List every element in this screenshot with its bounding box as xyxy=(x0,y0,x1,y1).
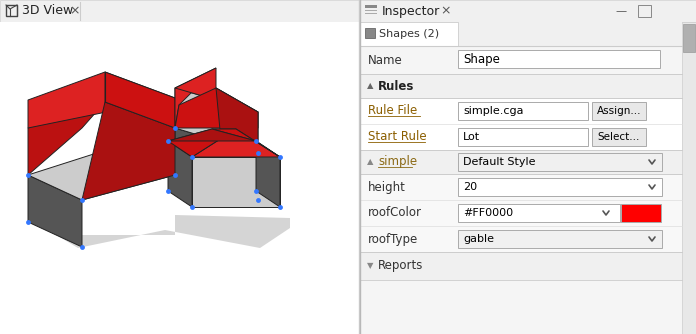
Text: simple: simple xyxy=(378,156,417,168)
Bar xyxy=(458,230,662,248)
Polygon shape xyxy=(175,68,216,128)
Polygon shape xyxy=(28,72,175,128)
Polygon shape xyxy=(212,129,280,157)
Bar xyxy=(360,252,682,280)
Bar xyxy=(365,10,377,11)
Bar xyxy=(638,5,651,17)
Text: ▲: ▲ xyxy=(367,81,374,91)
Bar xyxy=(360,226,682,252)
Text: Start Rule: Start Rule xyxy=(368,131,427,144)
Polygon shape xyxy=(192,129,280,157)
Bar xyxy=(365,5,377,8)
Bar xyxy=(360,22,458,46)
Polygon shape xyxy=(168,141,192,207)
Text: Assign...: Assign... xyxy=(596,106,641,116)
Bar xyxy=(360,150,682,174)
Polygon shape xyxy=(105,72,175,128)
Polygon shape xyxy=(175,88,258,153)
Text: 3D View: 3D View xyxy=(22,4,73,17)
Bar xyxy=(360,124,682,150)
Text: Rules: Rules xyxy=(378,79,414,93)
Bar xyxy=(0,22,359,334)
Text: Shape: Shape xyxy=(463,52,500,65)
Bar xyxy=(621,204,661,222)
Bar xyxy=(458,204,620,222)
Bar xyxy=(360,74,682,98)
Polygon shape xyxy=(175,88,258,128)
Bar xyxy=(360,22,682,46)
Bar xyxy=(365,28,375,38)
Polygon shape xyxy=(28,128,175,200)
Bar xyxy=(360,98,682,124)
Text: Select...: Select... xyxy=(598,132,640,142)
Bar xyxy=(0,0,359,22)
Polygon shape xyxy=(192,157,280,207)
Bar xyxy=(592,102,646,120)
Text: Lot: Lot xyxy=(463,132,480,142)
Text: Name: Name xyxy=(368,53,403,66)
Text: #FF0000: #FF0000 xyxy=(463,208,513,218)
Bar xyxy=(360,0,696,22)
Bar xyxy=(592,128,646,146)
Bar xyxy=(365,13,377,14)
Text: gable: gable xyxy=(463,234,494,244)
Text: ×: × xyxy=(69,4,79,17)
Polygon shape xyxy=(28,215,290,248)
Polygon shape xyxy=(175,68,258,112)
Bar xyxy=(683,24,695,52)
Bar xyxy=(6,5,17,16)
Bar xyxy=(360,200,682,226)
Bar xyxy=(360,280,682,334)
Bar xyxy=(458,50,660,68)
Bar xyxy=(458,102,588,120)
Text: ×: × xyxy=(440,4,450,17)
Bar xyxy=(360,0,696,334)
Polygon shape xyxy=(168,129,236,157)
Bar xyxy=(458,153,662,171)
Bar xyxy=(458,128,588,146)
Polygon shape xyxy=(256,141,280,207)
Polygon shape xyxy=(216,88,258,153)
Bar xyxy=(0,0,359,334)
Polygon shape xyxy=(168,129,256,141)
Polygon shape xyxy=(28,175,82,247)
Text: height: height xyxy=(368,180,406,193)
Polygon shape xyxy=(82,102,175,200)
Bar xyxy=(360,174,682,200)
Text: —: — xyxy=(615,6,626,16)
Text: Inspector: Inspector xyxy=(382,4,441,17)
Text: Shapes (2): Shapes (2) xyxy=(379,29,439,39)
Polygon shape xyxy=(175,128,258,200)
Text: Reports: Reports xyxy=(378,260,423,273)
Text: Rule File: Rule File xyxy=(368,105,417,118)
Bar xyxy=(682,22,696,334)
Bar xyxy=(360,46,682,74)
Text: Default Style: Default Style xyxy=(463,157,535,167)
Text: roofColor: roofColor xyxy=(368,206,422,219)
Polygon shape xyxy=(28,102,105,175)
Bar xyxy=(458,178,662,196)
Text: roofType: roofType xyxy=(368,232,418,245)
Text: simple.cga: simple.cga xyxy=(463,106,523,116)
Text: ▼: ▼ xyxy=(367,262,374,271)
Text: ▲: ▲ xyxy=(367,158,374,167)
Text: 20: 20 xyxy=(463,182,477,192)
